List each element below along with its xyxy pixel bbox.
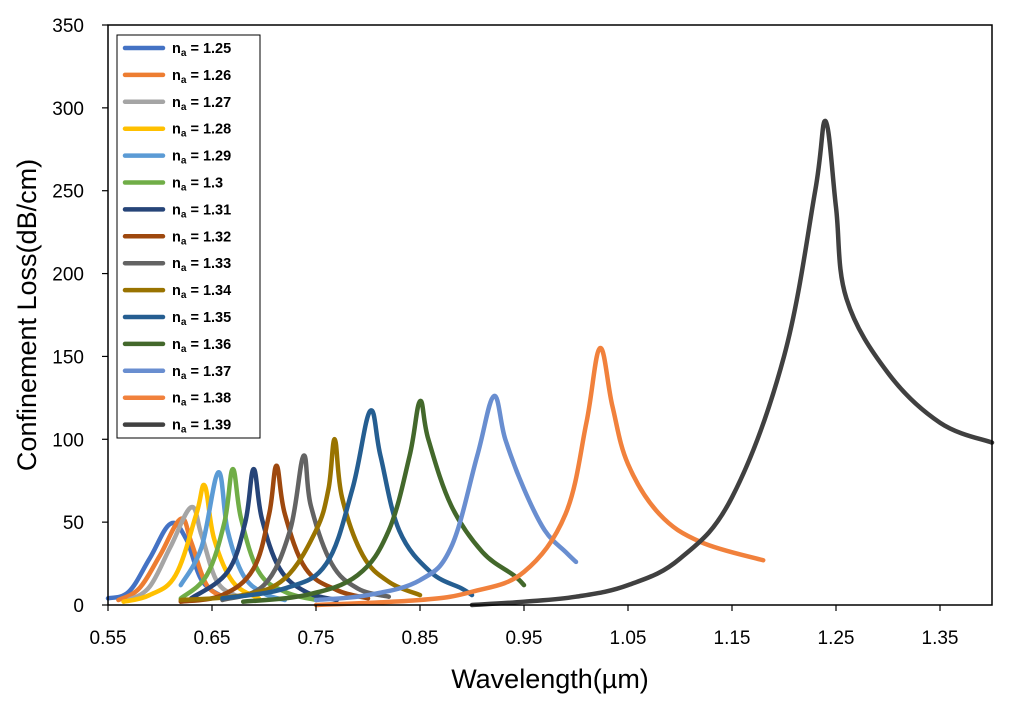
legend-label: na = 1.38 (172, 391, 231, 409)
legend-label: na = 1.35 (172, 310, 231, 328)
series-line-12 (313, 393, 579, 603)
x-tick-label: 0.75 (298, 628, 335, 649)
y-tick-label: 0 (73, 596, 84, 617)
series-layer (105, 118, 995, 608)
series-line-3 (121, 482, 262, 604)
y-axis: 0 50 100 150 200 250 300 350 (52, 16, 108, 617)
legend-label: na = 1.25 (172, 41, 231, 59)
legend-label: na = 1.3 (172, 176, 223, 194)
legend: na = 1.25 na = 1.26 na = 1.27 na = 1.28 na =… (116, 34, 261, 439)
plot-area-border (107, 24, 993, 606)
x-tick-label: 1.25 (818, 628, 855, 649)
series-line-7 (178, 463, 371, 604)
legend-label: na = 1.39 (172, 418, 231, 436)
x-tick-label: 0.85 (402, 628, 439, 649)
x-tick-label: 0.55 (90, 628, 127, 649)
series-line-10 (220, 408, 475, 601)
series-line-6 (188, 466, 340, 603)
x-tick-label: 0.65 (194, 628, 231, 649)
legend-label: na = 1.37 (172, 364, 231, 382)
y-tick-label: 300 (52, 99, 84, 120)
x-tick-label: 1.35 (922, 628, 959, 649)
legend-label: na = 1.36 (172, 337, 231, 355)
legend-label: na = 1.34 (172, 283, 231, 301)
series-line-9 (178, 437, 423, 603)
legend-label: na = 1.28 (172, 122, 231, 140)
series-line-11 (240, 398, 527, 604)
x-axis-title: Wavelength(µm) (451, 664, 649, 694)
y-axis-title: Confinement Loss(dB/cm) (12, 159, 42, 471)
y-tick-label: 150 (52, 347, 84, 368)
y-tick-label: 100 (52, 430, 84, 451)
y-tick-label: 50 (63, 513, 84, 534)
x-axis: 0.55 0.65 0.75 0.85 0.95 1.05 1.15 1.25 1.35 (90, 605, 959, 649)
legend-label: na = 1.27 (172, 95, 231, 113)
legend-label: na = 1.32 (172, 229, 231, 247)
legend-label: na = 1.29 (172, 149, 231, 167)
legend-label: na = 1.33 (172, 256, 231, 274)
series-line-13 (313, 345, 766, 608)
x-tick-label: 1.15 (714, 628, 751, 649)
x-tick-label: 1.05 (610, 628, 647, 649)
y-tick-label: 350 (52, 16, 84, 37)
series-line-14 (469, 118, 995, 608)
legend-label: na = 1.26 (172, 68, 231, 86)
y-tick-label: 250 (52, 182, 84, 203)
legend-label: na = 1.31 (172, 202, 231, 220)
series-line-8 (220, 453, 392, 603)
x-tick-label: 0.95 (506, 628, 543, 649)
y-tick-label: 200 (52, 265, 84, 286)
